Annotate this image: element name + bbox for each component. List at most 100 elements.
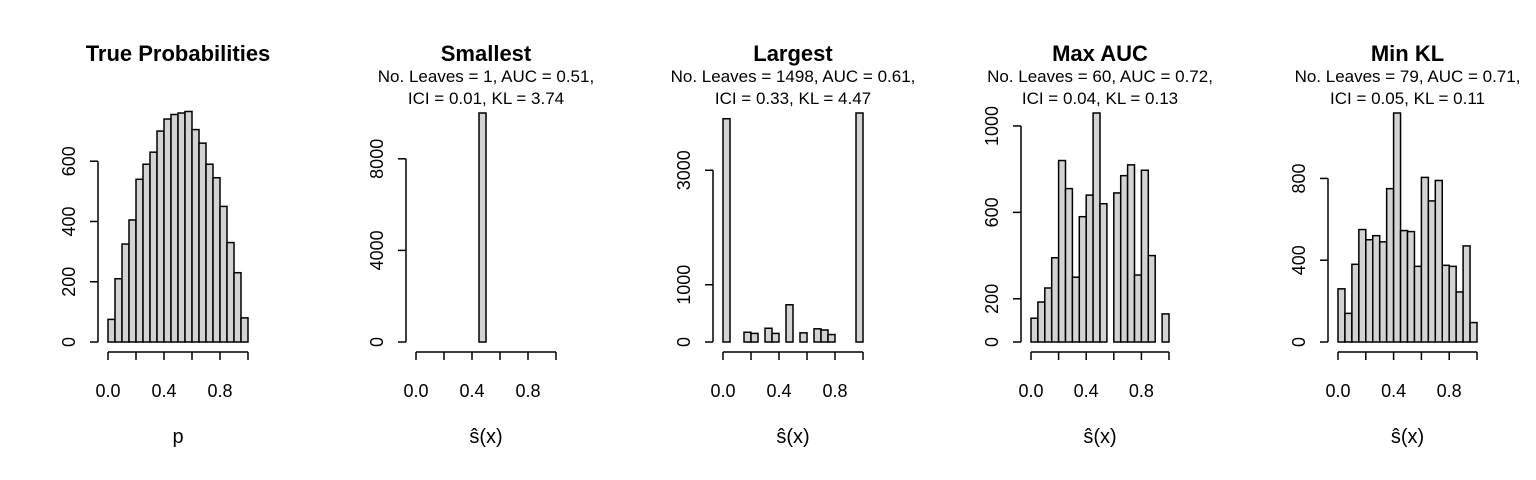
y-tick-label: 3000	[674, 150, 694, 190]
histogram-bar	[184, 110, 193, 343]
histogram-bar	[163, 118, 172, 343]
panel-subtitle-line: No. Leaves = 60, AUC = 0.72,	[987, 67, 1213, 86]
x-axis-label: ŝ(x)	[1083, 426, 1116, 448]
histogram-bar	[1420, 176, 1430, 343]
x-tick-label: 0.8	[1437, 381, 1462, 401]
histogram-bar	[1365, 239, 1374, 343]
histogram-bar	[142, 163, 151, 343]
histogram-bar	[1126, 164, 1136, 343]
histogram-bar	[205, 163, 214, 343]
panel-subtitle-line: ICI = 0.33, KL = 4.47	[715, 89, 871, 108]
panel-subtitle-line: ICI = 0.05, KL = 0.11	[1330, 89, 1485, 108]
histogram-bar	[114, 277, 123, 343]
panel-title: True Probabilities	[86, 41, 271, 66]
histogram-bar	[156, 130, 165, 343]
histogram-bar	[820, 329, 829, 343]
x-tick-label: 0.8	[207, 381, 232, 401]
y-tick-label: 600	[59, 146, 79, 176]
y-tick-label: 8000	[367, 139, 387, 179]
histogram-bar	[128, 219, 137, 343]
histogram-bar	[785, 304, 794, 343]
histogram-bar	[1085, 194, 1094, 343]
histogram-bar	[1099, 202, 1108, 343]
histogram-bar	[1078, 215, 1087, 343]
panel-title: Max AUC	[1052, 41, 1148, 66]
histogram-bar	[1434, 179, 1444, 343]
histogram-bar	[1358, 228, 1367, 343]
panel-subtitle-line: ICI = 0.04, KL = 0.13	[1022, 89, 1178, 108]
histogram-bar	[1378, 241, 1388, 343]
histogram-bar	[1133, 274, 1143, 343]
panel-subtitle-line: No. Leaves = 1498, AUC = 0.61,	[671, 67, 916, 86]
x-tick-label: 0.4	[766, 381, 791, 401]
histogram-bar	[1385, 187, 1395, 343]
histogram-bar	[1372, 234, 1381, 343]
x-axis-label: p	[172, 426, 183, 448]
histogram-bar	[1427, 200, 1437, 343]
histogram-bar	[1448, 265, 1457, 343]
histogram-bar	[1037, 301, 1046, 343]
histogram-bar	[240, 317, 249, 343]
x-tick-label: 0.8	[822, 381, 847, 401]
x-tick-label: 0.0	[1018, 381, 1043, 401]
histogram-bar	[1147, 254, 1156, 343]
y-tick-label: 0	[1289, 337, 1309, 347]
histogram-bar	[1050, 256, 1060, 343]
histogram-bar	[1344, 312, 1353, 343]
histogram-bar	[1044, 287, 1053, 343]
histogram-bar	[149, 151, 158, 343]
x-axis-label: ŝ(x)	[469, 426, 502, 448]
x-tick-label: 0.8	[1129, 381, 1154, 401]
y-tick-label: 400	[59, 206, 79, 236]
histogram-bar	[722, 117, 731, 343]
y-tick-label: 0	[674, 337, 694, 347]
histogram-bar	[1113, 192, 1122, 343]
x-tick-label: 0.0	[403, 381, 428, 401]
histogram-bar	[219, 205, 228, 343]
histogram-bar	[799, 332, 808, 343]
x-axis-label: ŝ(x)	[776, 426, 809, 448]
histogram-bar	[170, 113, 179, 343]
histogram-bar	[191, 128, 200, 343]
y-tick-label: 0	[59, 337, 79, 347]
histogram-bar	[813, 328, 822, 343]
y-tick-label: 200	[59, 267, 79, 297]
panel-subtitle-line: No. Leaves = 1, AUC = 0.51,	[378, 67, 594, 86]
y-tick-label: 0	[367, 337, 387, 347]
histogram-bar	[1462, 245, 1471, 343]
histogram-bar	[1399, 229, 1409, 343]
x-tick-label: 0.0	[95, 381, 120, 401]
histogram-bar	[1392, 112, 1402, 343]
histogram-bar	[1140, 169, 1150, 343]
histogram-bar	[771, 332, 780, 343]
histogram-bar	[226, 241, 235, 343]
x-axis-label: ŝ(x)	[1391, 426, 1424, 448]
panel-title: Smallest	[441, 41, 532, 66]
histogram-bar	[1441, 264, 1450, 343]
x-tick-label: 0.0	[710, 381, 735, 401]
histogram-bar	[1351, 263, 1360, 343]
histogram-bar	[743, 331, 752, 343]
histogram-bar	[1030, 317, 1039, 343]
histogram-bar	[1413, 265, 1423, 343]
histogram-bar	[198, 142, 207, 343]
histogram-bar	[827, 333, 836, 343]
histogram-bar	[135, 178, 144, 343]
histogram-bar	[855, 112, 864, 343]
x-tick-label: 0.4	[459, 381, 484, 401]
histogram-bar	[764, 327, 773, 343]
y-tick-label: 600	[982, 197, 1002, 227]
histogram-bar	[1071, 276, 1081, 343]
histogram-bar	[121, 243, 130, 343]
panel-subtitle-line: ICI = 0.01, KL = 3.74	[408, 89, 564, 108]
histogram-bar	[107, 318, 116, 343]
panel-title: Largest	[753, 41, 833, 66]
x-tick-label: 0.4	[151, 381, 176, 401]
x-tick-label: 0.0	[1325, 381, 1350, 401]
x-tick-label: 0.8	[515, 381, 540, 401]
histogram-panel: True Probabilities 0.0 0.4 0.8 p 0 200 400 600	[59, 41, 270, 448]
